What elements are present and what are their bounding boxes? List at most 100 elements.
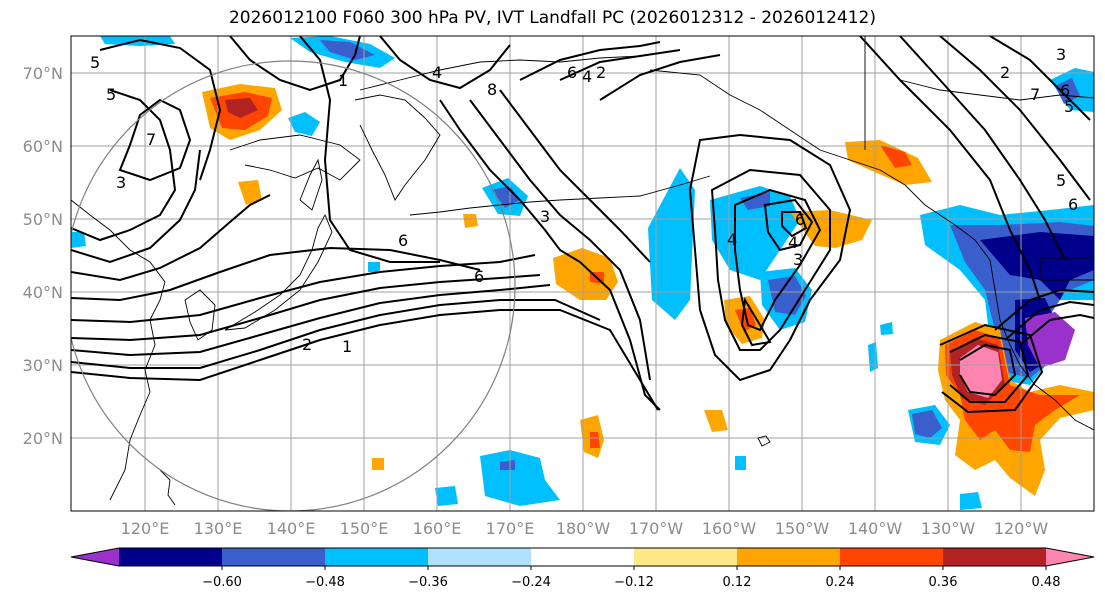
shade-darkred-nw xyxy=(225,98,258,118)
pv-contour-34 xyxy=(994,288,1094,331)
pv-contour-21 xyxy=(688,133,852,382)
shade-purple-east xyxy=(1025,312,1075,368)
lat-label: 60°N xyxy=(23,137,63,156)
pv-contour-7 xyxy=(71,194,271,282)
pv-contour-2 xyxy=(71,299,601,369)
shade-cyan-kamchatka xyxy=(288,112,320,136)
contour-label: 4 xyxy=(582,67,592,86)
pv-contour-8 xyxy=(71,149,201,264)
coast-alaska xyxy=(649,69,956,226)
range-circle xyxy=(71,60,516,511)
contour-label: 2 xyxy=(596,63,606,82)
pv-contour-30 xyxy=(989,36,1091,121)
colorbar-tick-label: 0.12 xyxy=(723,575,752,590)
coast-kamchatka xyxy=(354,94,441,201)
shade-pink-se xyxy=(960,345,1002,398)
longitude-labels: 120°E 130°E 140°E 150°E 160°E 170°E 180°… xyxy=(121,519,1049,538)
contour-label: 2 xyxy=(302,335,312,354)
contour-label: 5 xyxy=(1064,97,1074,116)
contour-label: 3 xyxy=(116,173,126,192)
coast-korea xyxy=(184,289,216,341)
contour-label: 6 xyxy=(1068,195,1078,214)
colorbar-segment xyxy=(943,548,1047,566)
map-frame xyxy=(70,35,1095,512)
contour-label: 6 xyxy=(474,267,484,286)
colorbar-extend-low xyxy=(71,548,119,566)
contour-label: 7 xyxy=(146,130,156,149)
shade-cyan-central xyxy=(648,168,695,320)
colorbar-outline xyxy=(70,547,1095,567)
contour-label: 6 xyxy=(795,210,805,229)
shade-blue-north-core xyxy=(320,40,375,60)
coast-siberia-n xyxy=(359,55,641,91)
lat-label: 50°N xyxy=(23,210,63,229)
contour-label: 6 xyxy=(1060,81,1070,100)
shade-blue-se-pt xyxy=(912,410,942,438)
coast-us-border xyxy=(1039,257,1094,281)
pv-contour-20 xyxy=(599,54,721,101)
pv-contour-12 xyxy=(229,36,361,92)
lat-label: 30°N xyxy=(23,356,63,375)
colorbar-segment xyxy=(531,548,635,566)
coast-japan xyxy=(224,213,333,331)
lon-label: 140°E xyxy=(267,519,316,538)
colorbar-segment xyxy=(737,548,841,566)
pv-contour-22 xyxy=(710,168,831,351)
pv-contour-3 xyxy=(71,284,551,357)
lat-label: 20°N xyxy=(23,429,63,448)
contour-label: 5 xyxy=(1056,171,1066,190)
contour-label: 6 xyxy=(398,231,408,250)
shade-blue-50n xyxy=(492,186,520,208)
lon-label: 170°E xyxy=(486,519,535,538)
colorbar-tick-label: −0.48 xyxy=(305,575,345,590)
pv-contour-31 xyxy=(959,343,1017,397)
shade-orange-gulf xyxy=(845,140,932,185)
pv-contour-15 xyxy=(439,99,661,411)
contour-label: 8 xyxy=(487,80,497,99)
pv-contour-23 xyxy=(734,188,822,332)
pv-contour-4 xyxy=(71,274,541,342)
lon-label: 130°W xyxy=(921,519,976,538)
contour-label: 7 xyxy=(1030,85,1040,104)
shade-cyan-left xyxy=(71,232,86,248)
shade-cyan-central2 xyxy=(710,186,800,280)
shade-orange-mid xyxy=(238,180,262,205)
pv-contour-1 xyxy=(71,309,659,411)
shade-blue-gyre xyxy=(740,192,770,210)
pv-contour-24 xyxy=(763,198,814,252)
contour-label: 1 xyxy=(342,337,352,356)
contour-label: 4 xyxy=(432,63,442,82)
colorbar-segment xyxy=(840,548,944,566)
coast-sakhalin xyxy=(299,158,323,211)
pv-contour-36 xyxy=(1019,313,1094,346)
shade-orange-42n xyxy=(553,248,618,300)
pv-contour-9 xyxy=(71,89,177,242)
shade-cyan-bot xyxy=(960,492,982,510)
lon-label: 120°E xyxy=(121,519,170,538)
shade-red-gulf xyxy=(880,145,912,168)
pv-contour-10 xyxy=(99,38,222,181)
pv-contours xyxy=(71,36,1094,414)
shade-cyan-small4 xyxy=(735,456,746,470)
contour-labels: 2 1 6 4 8 6 4 2 1 7 3 5 3 6 5 4 3 6 4 5 … xyxy=(90,45,1078,356)
shade-blue-ne xyxy=(1055,78,1080,104)
colorbar-segment xyxy=(119,548,223,566)
map-title: 2026012100 F060 300 hPa PV, IVT Landfall… xyxy=(228,8,876,28)
grid-lines xyxy=(71,36,1094,511)
colorbar-segment xyxy=(634,548,738,566)
pv-contour-13 xyxy=(299,36,440,263)
lat-label: 70°N xyxy=(23,64,63,83)
lon-label: 180°W xyxy=(556,519,611,538)
colorbar-segment xyxy=(428,548,532,566)
lon-label: 140°W xyxy=(848,519,903,538)
contour-label: 5 xyxy=(90,53,100,72)
lon-label: 160°W xyxy=(702,519,757,538)
coast-westus xyxy=(954,224,1094,431)
pv-contour-17 xyxy=(499,89,651,263)
shade-cyan-bot2 xyxy=(435,486,458,506)
shade-blue-south xyxy=(500,460,515,470)
pv-contour-27 xyxy=(859,36,1041,301)
colorbar-segment xyxy=(325,548,429,566)
coast-aleutians xyxy=(409,175,711,216)
lat-label: 40°N xyxy=(23,283,63,302)
